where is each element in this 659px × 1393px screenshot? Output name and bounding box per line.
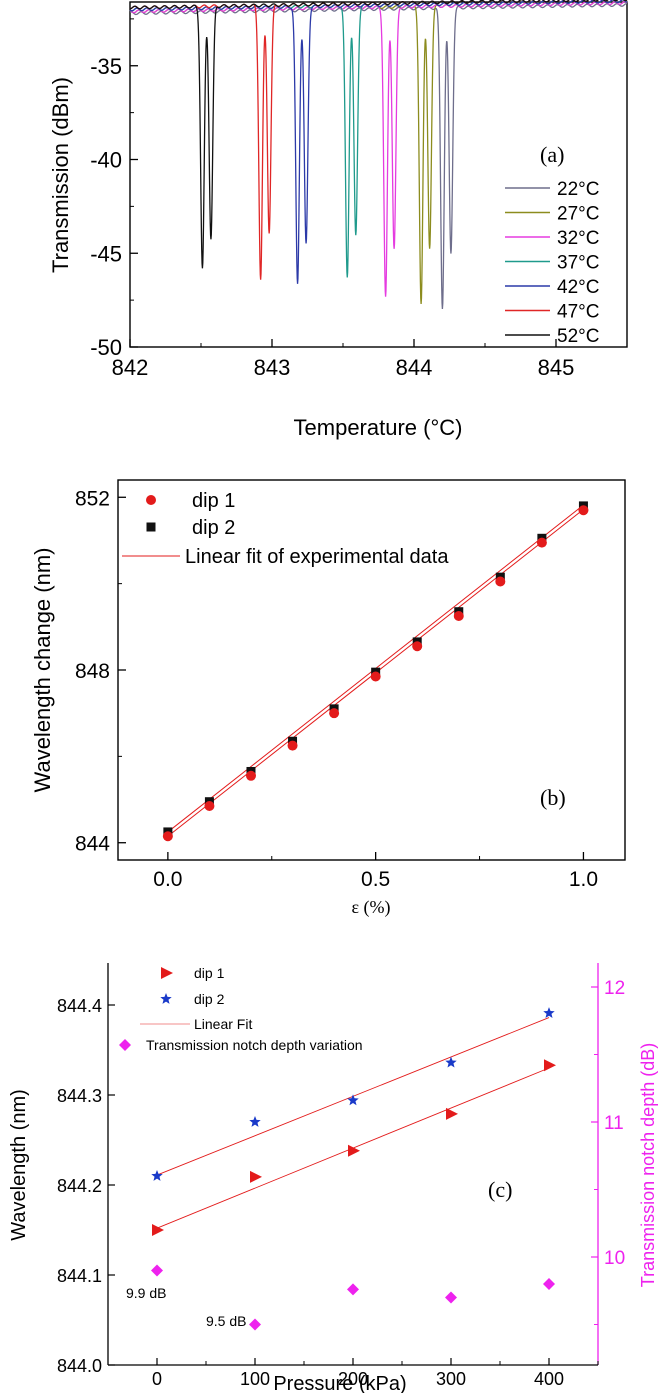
legend-label: dip 1 (194, 965, 225, 981)
y-tick-label: 844.3 (57, 1086, 102, 1106)
data-point-transmission-notch-depth-variation (347, 1283, 359, 1295)
x-axis-label: ε (%) (351, 897, 390, 918)
data-point-dip-1 (204, 801, 214, 811)
data-point-transmission-notch-depth-variation (151, 1265, 163, 1277)
data-point-dip-1 (288, 741, 298, 751)
data-point-dip-2 (543, 1007, 554, 1018)
data-point-dip-1 (348, 1145, 360, 1157)
data-point-dip-1 (454, 611, 464, 621)
panel-label: (b) (540, 785, 566, 810)
data-point-dip-2 (347, 1094, 358, 1105)
legend-label: 52°C (557, 326, 599, 347)
data-point-dip-1 (371, 671, 381, 681)
panel-c-pressure-response: 0 100 200 300 400 844.0844.1844.2844.3844.4 … (8, 963, 658, 1393)
x-tick-label: 400 (534, 1369, 564, 1389)
data-point-dip-1 (163, 831, 173, 841)
legend-label: Transmission notch depth variation (146, 1037, 363, 1053)
x-tick-label: 300 (436, 1369, 466, 1389)
legend-swatch (160, 993, 171, 1004)
x-tick-label: 1.0 (569, 868, 598, 891)
legend-label: 42°C (557, 277, 599, 298)
legend-label: 27°C (557, 204, 599, 225)
data-point-transmission-notch-depth-variation (543, 1278, 555, 1290)
y-tick-label: -40 (90, 148, 122, 173)
x-tick-label: 844 (396, 355, 433, 380)
panel-label: (a) (540, 142, 564, 167)
y-axis-ticks: 844.0 844.1 844.2 844.3 844.4 (57, 996, 115, 1376)
y-axis-label: Transmission (dBm) (48, 77, 73, 273)
data-point-dip-1 (446, 1108, 458, 1120)
data-point-dip-1 (495, 576, 505, 586)
data-points (151, 1007, 556, 1330)
legend-swatch (146, 495, 156, 505)
data-point-dip-2 (249, 1116, 260, 1127)
legend-swatch (147, 523, 156, 532)
y-tick-label: -45 (90, 241, 122, 266)
legend-label: dip 2 (194, 991, 225, 1007)
y-tick-label: 844.4 (57, 996, 102, 1016)
data-point-transmission-notch-depth-variation (249, 1319, 261, 1331)
data-point-dip-1 (578, 505, 588, 515)
x-tick-label: 845 (538, 355, 575, 380)
legend: 22°C 27°C 32°C 37°C 42°C 47°C 52°C (505, 179, 599, 347)
data-point-dip-1 (537, 538, 547, 548)
legend-swatch (119, 1039, 131, 1051)
panel-b-strain-response: 0.0 0.5 1.0 844 848 852 ε (%) Wavelength cha… (30, 480, 625, 918)
legend-label: dip 2 (192, 517, 235, 539)
legend-swatch (161, 967, 173, 979)
x-tick-label: 0.5 (361, 868, 390, 891)
panel-label: (c) (488, 1177, 512, 1202)
y-tick-label: 852 (75, 487, 110, 510)
x-axis-ticks: 842 843 844 845 (112, 339, 575, 380)
spectrum-line-7 (130, 0, 627, 268)
data-point-dip-1 (246, 771, 256, 781)
legend-label: dip 1 (192, 490, 235, 512)
legend-label: 22°C (557, 179, 599, 200)
right-axis-label: Transmission notch depth (dB) (638, 1043, 658, 1287)
y-axis-label: Wavelength (nm) (8, 1089, 30, 1241)
right-axis-ticks: 10 11 12 (591, 978, 625, 1325)
y-tick-label: 848 (75, 660, 110, 683)
y-tick-label: -50 (90, 335, 122, 360)
legend-label: 37°C (557, 253, 599, 274)
x-axis-label: Pressure (kPa) (273, 1373, 406, 1393)
annotation-9.5-db: 9.5 dB (206, 1313, 246, 1329)
x-axis-label: Temperature (°C) (294, 415, 463, 440)
y-tick-label: 844 (75, 833, 110, 856)
legend-label: Linear Fit (194, 1016, 252, 1032)
data-point-dip-1 (412, 641, 422, 651)
y2-tick-label: 10 (604, 1248, 625, 1269)
y-axis-label: Wavelength change (nm) (30, 548, 55, 793)
y-tick-label: 844.0 (57, 1356, 102, 1376)
x-tick-label: 0.0 (153, 868, 182, 891)
y2-tick-label: 11 (604, 1113, 624, 1134)
data-point-dip-1 (329, 708, 339, 718)
legend: dip 1 dip 2 Linear fit of experimental dat… (122, 490, 449, 568)
data-point-dip-1 (250, 1171, 262, 1183)
x-tick-label: 0 (152, 1369, 162, 1389)
x-tick-label: 843 (254, 355, 291, 380)
y-tick-label: 844.2 (57, 1176, 102, 1196)
y-tick-label: 844.1 (57, 1266, 102, 1286)
annotation-9.9-db: 9.9 dB (126, 1285, 166, 1301)
x-tick-label: 100 (240, 1369, 270, 1389)
legend-label: 47°C (557, 302, 599, 323)
legend: dip 1 dip 2 Linear Fit Transmission notch d… (119, 965, 363, 1053)
legend-label: 32°C (557, 228, 599, 249)
x-axis-ticks: 0.0 0.5 1.0 (153, 852, 598, 891)
y-axis-ticks: -35 -40 -45 -50 (90, 19, 138, 360)
data-point-dip-1 (544, 1059, 556, 1071)
panel-a-transmission-spectra: 842 843 844 845 -35 -40 -45 -50 Temperature (°… (48, 0, 627, 440)
y2-tick-label: 12 (604, 978, 625, 999)
data-point-dip-2 (151, 1170, 162, 1181)
legend-label: Linear fit of experimental data (185, 546, 449, 568)
data-point-transmission-notch-depth-variation (445, 1292, 457, 1304)
y-tick-label: -35 (90, 54, 122, 79)
